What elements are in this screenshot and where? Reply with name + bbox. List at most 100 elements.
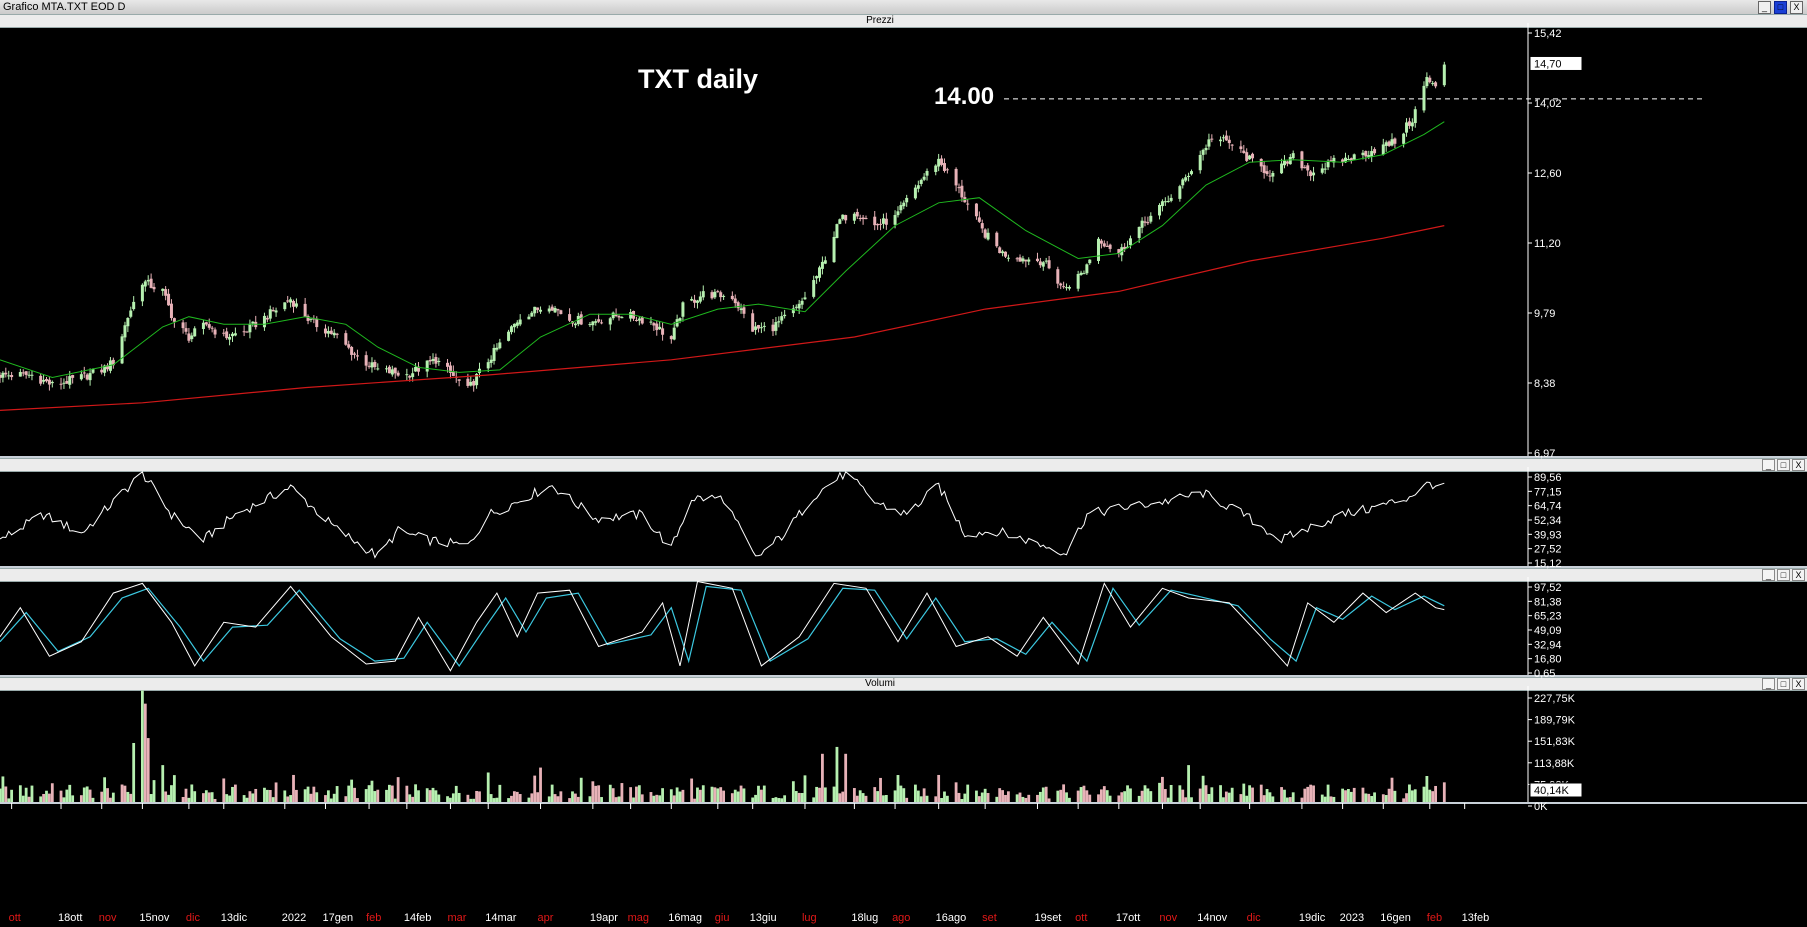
candle-body xyxy=(489,359,493,363)
rsi-panel-header[interactable]: _ □ X xyxy=(0,458,1807,472)
volume-minimize-button[interactable]: _ xyxy=(1762,678,1775,690)
candle-body xyxy=(108,360,112,371)
x-tick-label: 16ago xyxy=(936,912,967,924)
volume-bar xyxy=(79,795,83,802)
volume-bar xyxy=(568,798,571,802)
volume-bar xyxy=(1210,787,1214,802)
volume-bar xyxy=(1149,791,1153,802)
volume-close-button[interactable]: X xyxy=(1792,678,1805,690)
volume-bar xyxy=(852,788,856,802)
candle-body xyxy=(756,325,760,329)
volume-bar xyxy=(45,790,48,802)
volume-bar xyxy=(390,785,394,802)
candle-body xyxy=(1204,147,1208,151)
volume-bar xyxy=(498,784,502,802)
candle-body xyxy=(576,316,580,325)
stoch-panel[interactable] xyxy=(0,580,1445,672)
candle-body xyxy=(698,296,702,302)
candle-body xyxy=(1259,158,1263,167)
x-tick-label: mar xyxy=(447,912,466,924)
x-tick-label: dic xyxy=(186,912,201,924)
volume-bar xyxy=(783,795,787,802)
volume-bar xyxy=(864,795,868,802)
volume-bar xyxy=(1332,796,1336,802)
x-tick-label: 2022 xyxy=(282,912,306,924)
volume-bar xyxy=(1390,777,1394,802)
price-panel[interactable] xyxy=(0,61,1446,411)
volume-bar xyxy=(507,798,510,802)
candle-body xyxy=(62,382,66,384)
volume-bar xyxy=(742,788,746,802)
volume-bar xyxy=(1102,786,1106,802)
volume-bar xyxy=(306,786,310,802)
volume-maximize-button[interactable]: □ xyxy=(1777,678,1790,690)
volume-bar xyxy=(1329,796,1333,802)
candle-body xyxy=(719,292,723,298)
stoch-minimize-button[interactable]: _ xyxy=(1762,569,1775,581)
close-button[interactable]: X xyxy=(1790,1,1803,14)
volume-bar xyxy=(576,796,580,802)
volume-bar xyxy=(512,791,516,802)
stoch-k-line xyxy=(0,580,1445,672)
volume-bar xyxy=(597,785,601,802)
volume-bar xyxy=(818,787,821,802)
rsi-panel[interactable] xyxy=(0,470,1445,559)
minimize-button[interactable]: _ xyxy=(1758,1,1771,14)
candle-body xyxy=(289,299,293,303)
candle-body xyxy=(716,291,720,293)
volume-bar xyxy=(1312,785,1315,802)
rsi-close-button[interactable]: X xyxy=(1792,459,1805,471)
candle-body xyxy=(323,328,327,334)
volume-bar xyxy=(449,797,452,802)
volume-bar xyxy=(233,784,237,802)
maximize-button[interactable]: □ xyxy=(1774,1,1787,14)
volume-panel[interactable] xyxy=(0,690,1446,802)
candle-body xyxy=(1306,165,1310,171)
volume-bar xyxy=(1076,790,1080,802)
volume-bar xyxy=(1018,792,1022,802)
volume-bar xyxy=(1198,788,1202,802)
candle-body xyxy=(193,328,197,337)
candle-body xyxy=(614,314,618,317)
volume-bar xyxy=(780,798,784,802)
volume-bar xyxy=(574,793,577,802)
candle-body xyxy=(701,291,705,298)
candle-body xyxy=(390,369,394,375)
stoch-panel-header[interactable]: _ □ X xyxy=(0,568,1807,582)
candle-body xyxy=(1047,260,1051,269)
candle-body xyxy=(1413,109,1417,124)
volume-bar xyxy=(1166,797,1170,802)
volume-bar xyxy=(59,790,63,802)
volume-bar xyxy=(309,793,313,802)
volume-bar xyxy=(1288,797,1292,802)
volume-bar xyxy=(1283,789,1286,802)
volume-bar xyxy=(832,786,836,802)
candle-body xyxy=(815,276,819,279)
candle-body xyxy=(672,327,676,340)
x-tick-label: 18lug xyxy=(851,912,878,924)
candle-body xyxy=(690,299,694,301)
volume-bar xyxy=(283,790,287,802)
candle-body xyxy=(44,379,48,382)
volume-bar xyxy=(876,791,880,802)
stoch-close-button[interactable]: X xyxy=(1792,569,1805,581)
candle-body xyxy=(1067,286,1071,289)
volume-bar xyxy=(861,793,865,802)
volume-bar xyxy=(1300,797,1304,802)
candle-body xyxy=(213,329,217,335)
x-tick-label: 14feb xyxy=(404,912,432,924)
stoch-maximize-button[interactable]: □ xyxy=(1777,569,1790,581)
candle-body xyxy=(312,318,316,320)
volume-bar xyxy=(1428,789,1432,802)
candle-body xyxy=(759,327,763,329)
candle-body xyxy=(611,312,615,319)
volume-tick-label: 0K xyxy=(1534,801,1548,813)
rsi-maximize-button[interactable]: □ xyxy=(1777,459,1790,471)
price-panel-header[interactable]: Prezzi xyxy=(0,14,1807,28)
volume-bar xyxy=(1341,788,1345,802)
candle-body xyxy=(568,314,572,321)
volume-panel-header[interactable]: Volumi _ □ X xyxy=(0,677,1807,691)
volume-bar xyxy=(855,795,859,802)
candle-body xyxy=(1349,158,1353,161)
rsi-minimize-button[interactable]: _ xyxy=(1762,459,1775,471)
